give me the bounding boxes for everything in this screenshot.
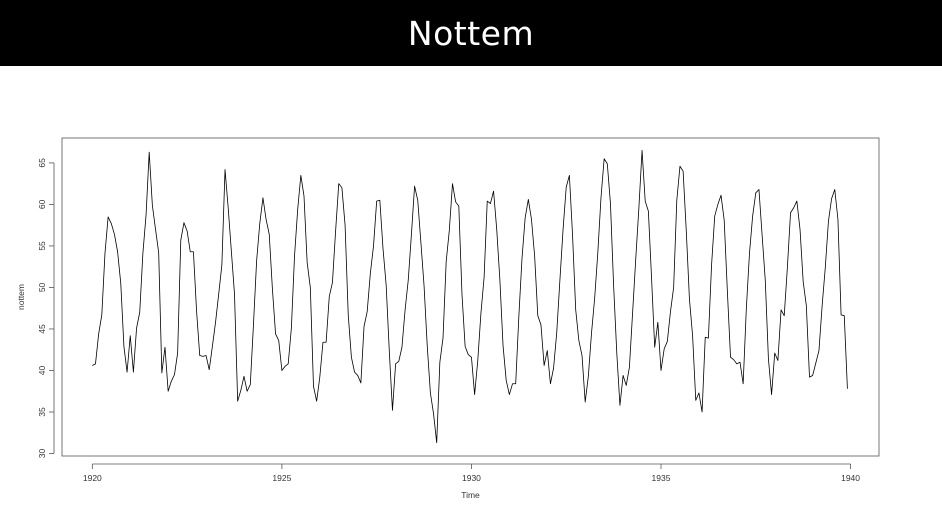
x-axis: 1920 1925 1930 1935 1940 xyxy=(83,463,860,483)
slide-title: Nottem xyxy=(407,13,535,53)
y-axis: 30 35 40 45 50 55 60 65 xyxy=(37,158,55,459)
x-tick-label: 1930 xyxy=(462,473,481,483)
y-axis-title: nottem xyxy=(16,284,26,310)
y-tick-label: 45 xyxy=(37,324,47,334)
x-axis-title: Time xyxy=(461,490,480,500)
x-tick-label: 1940 xyxy=(841,473,860,483)
plot-frame xyxy=(61,137,880,457)
y-tick-label: 35 xyxy=(37,407,47,417)
y-tick-label: 50 xyxy=(37,282,47,292)
x-tick-label: 1935 xyxy=(652,473,671,483)
y-tick-label: 30 xyxy=(37,449,47,459)
title-bar: Nottem xyxy=(0,0,942,66)
x-tick-label: 1925 xyxy=(272,473,291,483)
series-line-nottem xyxy=(92,150,848,444)
y-tick-label: 40 xyxy=(37,365,47,375)
time-series-chart: 1920 1925 1930 1935 1940 30 35 40 45 50 55 60 65 Ti… xyxy=(16,137,880,500)
x-tick-label: 1920 xyxy=(83,473,102,483)
y-tick-label: 60 xyxy=(37,199,47,209)
y-tick-label: 65 xyxy=(37,158,47,168)
y-tick-label: 55 xyxy=(37,241,47,251)
